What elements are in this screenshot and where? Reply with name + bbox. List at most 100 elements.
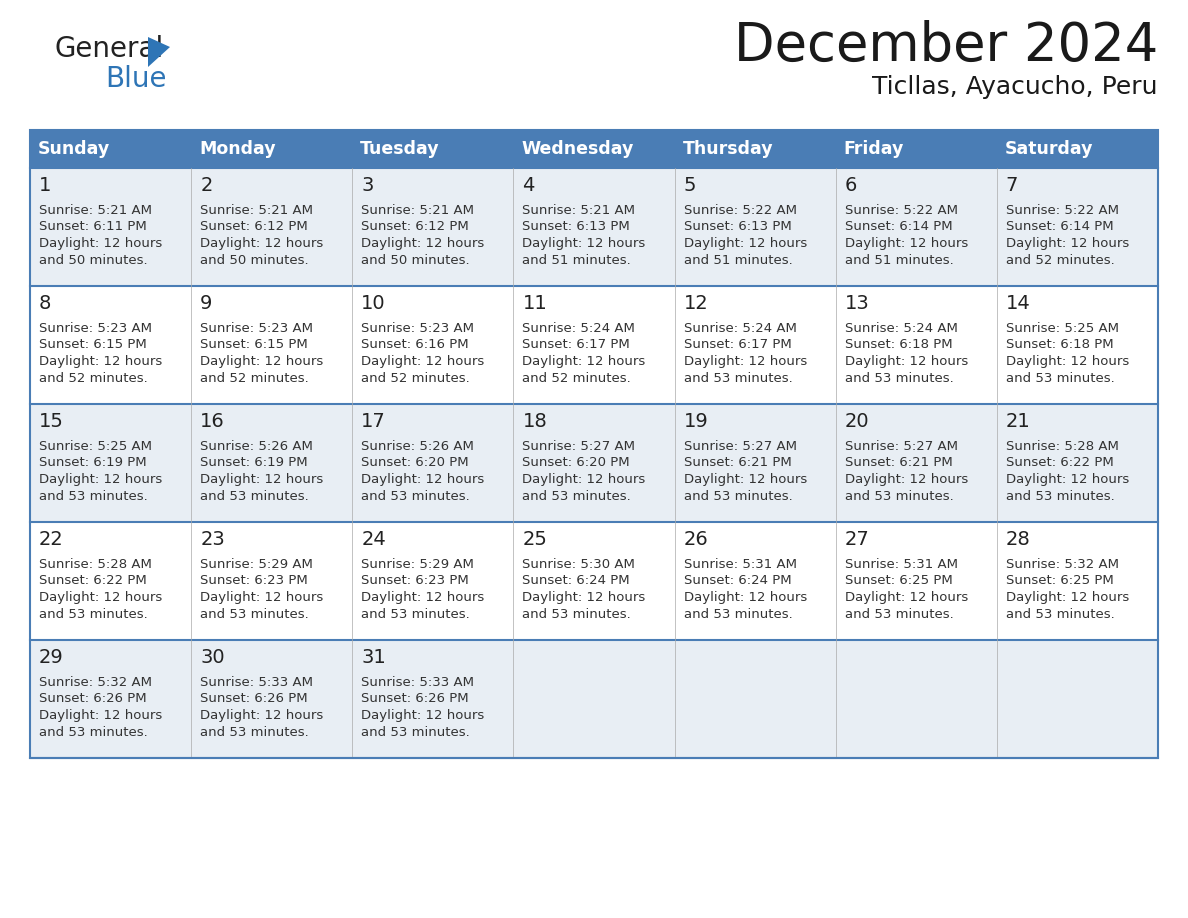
Text: and 53 minutes.: and 53 minutes. <box>1006 489 1114 502</box>
Text: and 53 minutes.: and 53 minutes. <box>683 372 792 385</box>
Text: Daylight: 12 hours: Daylight: 12 hours <box>1006 237 1129 250</box>
Text: Sunrise: 5:28 AM: Sunrise: 5:28 AM <box>1006 440 1119 453</box>
Text: Sunset: 6:25 PM: Sunset: 6:25 PM <box>1006 575 1113 588</box>
Text: Daylight: 12 hours: Daylight: 12 hours <box>200 355 323 368</box>
Text: Sunset: 6:24 PM: Sunset: 6:24 PM <box>523 575 630 588</box>
Bar <box>353 286 513 404</box>
Text: Sunset: 6:12 PM: Sunset: 6:12 PM <box>200 220 308 233</box>
Bar <box>835 168 997 286</box>
Text: and 51 minutes.: and 51 minutes. <box>845 253 954 266</box>
Text: Sunset: 6:23 PM: Sunset: 6:23 PM <box>361 575 469 588</box>
Text: Sunset: 6:26 PM: Sunset: 6:26 PM <box>361 692 469 706</box>
Text: Sunset: 6:11 PM: Sunset: 6:11 PM <box>39 220 147 233</box>
Text: Sunset: 6:16 PM: Sunset: 6:16 PM <box>361 339 469 352</box>
Polygon shape <box>148 37 170 67</box>
Bar <box>997 404 1158 522</box>
Text: Sunrise: 5:29 AM: Sunrise: 5:29 AM <box>361 558 474 571</box>
Text: Daylight: 12 hours: Daylight: 12 hours <box>39 355 163 368</box>
Bar <box>675 522 835 640</box>
Text: Sunset: 6:20 PM: Sunset: 6:20 PM <box>523 456 630 469</box>
Text: Daylight: 12 hours: Daylight: 12 hours <box>523 237 646 250</box>
Text: Daylight: 12 hours: Daylight: 12 hours <box>39 237 163 250</box>
Bar <box>835 286 997 404</box>
Text: Sunrise: 5:32 AM: Sunrise: 5:32 AM <box>39 676 152 689</box>
Text: Sunset: 6:17 PM: Sunset: 6:17 PM <box>683 339 791 352</box>
Text: Daylight: 12 hours: Daylight: 12 hours <box>845 473 968 486</box>
Text: Sunset: 6:24 PM: Sunset: 6:24 PM <box>683 575 791 588</box>
Text: 21: 21 <box>1006 412 1031 431</box>
Text: Daylight: 12 hours: Daylight: 12 hours <box>845 355 968 368</box>
Text: and 52 minutes.: and 52 minutes. <box>1006 253 1114 266</box>
Bar <box>997 522 1158 640</box>
Text: Sunset: 6:18 PM: Sunset: 6:18 PM <box>1006 339 1113 352</box>
Bar <box>191 130 353 168</box>
Text: Sunset: 6:19 PM: Sunset: 6:19 PM <box>200 456 308 469</box>
Bar <box>835 130 997 168</box>
Text: Sunset: 6:26 PM: Sunset: 6:26 PM <box>200 692 308 706</box>
Text: Sunrise: 5:27 AM: Sunrise: 5:27 AM <box>683 440 797 453</box>
Text: Sunset: 6:25 PM: Sunset: 6:25 PM <box>845 575 953 588</box>
Bar <box>675 404 835 522</box>
Text: 14: 14 <box>1006 294 1031 313</box>
Text: Saturday: Saturday <box>1005 140 1093 158</box>
Text: and 52 minutes.: and 52 minutes. <box>361 372 470 385</box>
Bar <box>30 522 191 640</box>
Bar <box>30 286 191 404</box>
Text: 29: 29 <box>39 648 64 667</box>
Bar <box>513 640 675 758</box>
Bar <box>30 640 191 758</box>
Text: 26: 26 <box>683 530 708 549</box>
Text: 2: 2 <box>200 176 213 195</box>
Text: Sunrise: 5:30 AM: Sunrise: 5:30 AM <box>523 558 636 571</box>
Text: December 2024: December 2024 <box>734 20 1158 72</box>
Text: and 53 minutes.: and 53 minutes. <box>523 489 631 502</box>
Text: Daylight: 12 hours: Daylight: 12 hours <box>39 473 163 486</box>
Text: Sunset: 6:21 PM: Sunset: 6:21 PM <box>845 456 953 469</box>
Text: 19: 19 <box>683 412 708 431</box>
Text: 18: 18 <box>523 412 548 431</box>
Text: Daylight: 12 hours: Daylight: 12 hours <box>200 237 323 250</box>
Bar <box>675 130 835 168</box>
Text: 23: 23 <box>200 530 225 549</box>
Text: Blue: Blue <box>105 65 166 93</box>
Bar <box>191 168 353 286</box>
Text: 20: 20 <box>845 412 870 431</box>
Bar <box>191 522 353 640</box>
Text: Daylight: 12 hours: Daylight: 12 hours <box>523 473 646 486</box>
Text: Sunrise: 5:21 AM: Sunrise: 5:21 AM <box>200 204 314 217</box>
Bar <box>513 286 675 404</box>
Bar <box>835 404 997 522</box>
Text: 10: 10 <box>361 294 386 313</box>
Text: and 52 minutes.: and 52 minutes. <box>200 372 309 385</box>
Bar <box>675 286 835 404</box>
Text: Daylight: 12 hours: Daylight: 12 hours <box>361 355 485 368</box>
Bar <box>353 130 513 168</box>
Text: Daylight: 12 hours: Daylight: 12 hours <box>683 237 807 250</box>
Text: 31: 31 <box>361 648 386 667</box>
Text: Sunset: 6:20 PM: Sunset: 6:20 PM <box>361 456 469 469</box>
Text: Sunset: 6:14 PM: Sunset: 6:14 PM <box>845 220 953 233</box>
Text: and 53 minutes.: and 53 minutes. <box>683 489 792 502</box>
Text: 7: 7 <box>1006 176 1018 195</box>
Text: 24: 24 <box>361 530 386 549</box>
Bar <box>353 640 513 758</box>
Text: and 53 minutes.: and 53 minutes. <box>39 608 147 621</box>
Text: and 53 minutes.: and 53 minutes. <box>361 725 470 738</box>
Text: Sunrise: 5:24 AM: Sunrise: 5:24 AM <box>683 322 796 335</box>
Text: Friday: Friday <box>843 140 904 158</box>
Text: and 53 minutes.: and 53 minutes. <box>361 489 470 502</box>
Bar <box>353 522 513 640</box>
Text: Daylight: 12 hours: Daylight: 12 hours <box>361 591 485 604</box>
Text: Sunrise: 5:22 AM: Sunrise: 5:22 AM <box>1006 204 1119 217</box>
Text: 17: 17 <box>361 412 386 431</box>
Bar <box>30 404 191 522</box>
Text: Sunset: 6:17 PM: Sunset: 6:17 PM <box>523 339 630 352</box>
Text: Sunset: 6:13 PM: Sunset: 6:13 PM <box>683 220 791 233</box>
Text: 13: 13 <box>845 294 870 313</box>
Text: Daylight: 12 hours: Daylight: 12 hours <box>523 591 646 604</box>
Text: Sunday: Sunday <box>38 140 110 158</box>
Text: 3: 3 <box>361 176 374 195</box>
Text: Sunset: 6:26 PM: Sunset: 6:26 PM <box>39 692 146 706</box>
Text: 15: 15 <box>39 412 64 431</box>
Text: Sunrise: 5:22 AM: Sunrise: 5:22 AM <box>845 204 958 217</box>
